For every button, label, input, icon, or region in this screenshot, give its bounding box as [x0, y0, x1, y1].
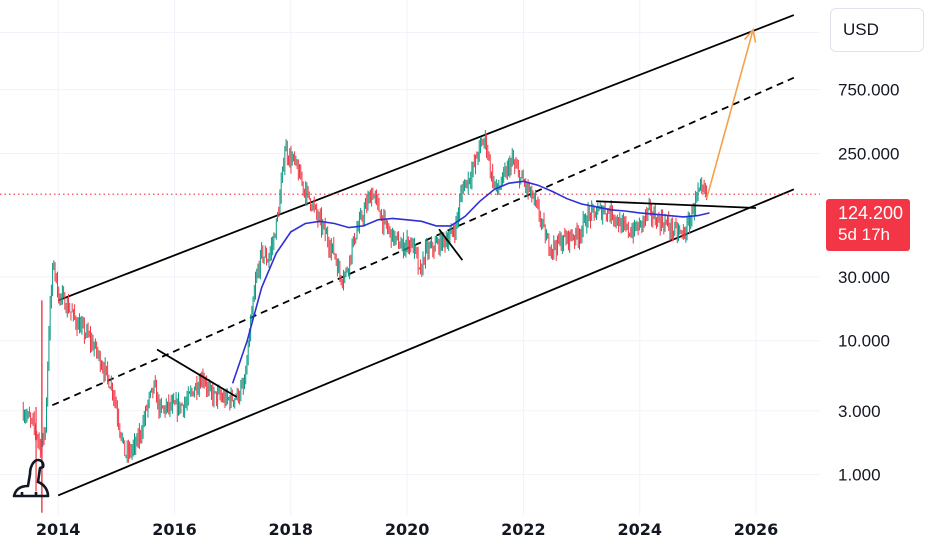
- x-tick-label: 2020: [385, 520, 430, 539]
- last-price-label: 124.200 5d 17h: [826, 199, 910, 251]
- y-tick-label: 1.000: [838, 466, 881, 485]
- y-tick-label: 3.000: [838, 402, 881, 421]
- lower-channel-line: [57, 188, 795, 497]
- y-tick-label: 10.000: [838, 332, 890, 351]
- projection-arrow-line: [705, 29, 754, 199]
- trendline-line: [596, 200, 757, 209]
- moving-average-line: [231, 180, 710, 384]
- price-axis[interactable]: 1.0003.00010.00030.000250.000750.0002,00…: [838, 24, 914, 485]
- time-axis[interactable]: 2014 2016 2018 2020 2022 2024 2026: [36, 520, 778, 539]
- x-tick-label: 2024: [617, 520, 662, 539]
- bar-countdown: 5d 17h: [838, 225, 890, 244]
- mid-channel-line: [51, 76, 795, 407]
- drawing-tools: [156, 27, 757, 398]
- y-tick-label: 30.000: [838, 268, 890, 287]
- x-tick-label: 2016: [152, 520, 197, 539]
- currency-selector[interactable]: USD: [830, 8, 924, 52]
- y-tick-label: 750.000: [838, 81, 899, 100]
- upper-channel-line: [57, 14, 795, 302]
- grid: [0, 0, 820, 515]
- currency-label: USD: [843, 20, 879, 39]
- x-tick-label: 2014: [36, 520, 81, 539]
- series: [22, 130, 710, 513]
- channel-lines: [0, 14, 820, 497]
- last-price-value: 124.200: [838, 203, 904, 223]
- trendline-line: [438, 228, 464, 261]
- projection-arrow-head: [743, 27, 757, 43]
- x-tick-label: 2026: [734, 520, 779, 539]
- x-tick-label: 2022: [501, 520, 546, 539]
- trendline-line: [156, 348, 238, 398]
- x-tick-label: 2018: [269, 520, 314, 539]
- y-tick-label: 250.000: [838, 145, 899, 164]
- tradingview-logo-icon[interactable]: [10, 452, 50, 502]
